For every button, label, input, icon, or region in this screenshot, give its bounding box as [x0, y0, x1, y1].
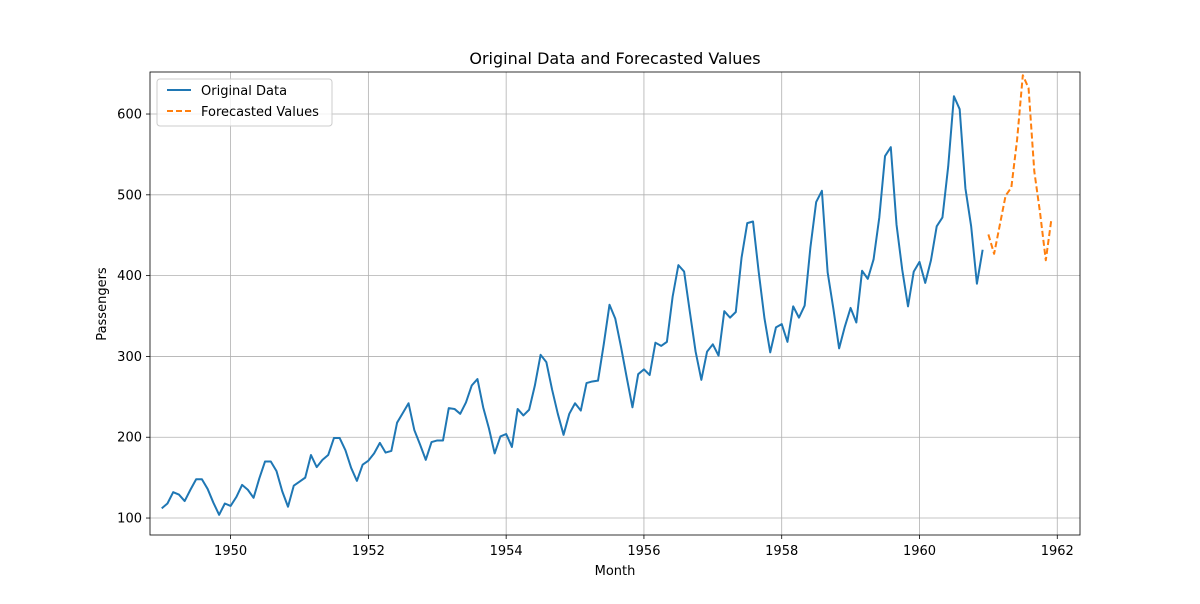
- y-tick-label: 500: [117, 188, 142, 203]
- axes: 1950 1952 1954 1956 1958 1960 1962 100 200 300 400…: [117, 108, 1074, 559]
- y-tick-label: 300: [117, 350, 142, 365]
- legend-label-original: Original Data: [201, 84, 287, 99]
- x-axis-label: Month: [595, 564, 636, 579]
- x-tick-label: 1954: [490, 544, 523, 559]
- x-tick-label: 1950: [214, 544, 247, 559]
- x-tick-label: 1956: [627, 544, 660, 559]
- y-tick-label: 100: [117, 512, 142, 527]
- y-tick-label: 200: [117, 431, 142, 446]
- x-tick-label: 1962: [1041, 544, 1074, 559]
- plot-frame: [149, 71, 1081, 536]
- legend: Original Data Forecasted Values: [156, 78, 333, 127]
- y-tick-label: 400: [117, 269, 142, 284]
- x-tick-label: 1958: [765, 544, 798, 559]
- series-lines: [161, 74, 1053, 516]
- y-tick-label: 600: [117, 108, 142, 123]
- y-axis-label: Passengers: [95, 267, 110, 341]
- series-line-original: [161, 95, 984, 516]
- x-tick-label: 1960: [903, 544, 936, 559]
- chart-title: Original Data and Forecasted Values: [469, 49, 760, 68]
- legend-box: [156, 78, 333, 127]
- grid-lines: [150, 72, 1080, 535]
- legend-label-forecast: Forecasted Values: [201, 105, 319, 120]
- x-tick-label: 1952: [352, 544, 385, 559]
